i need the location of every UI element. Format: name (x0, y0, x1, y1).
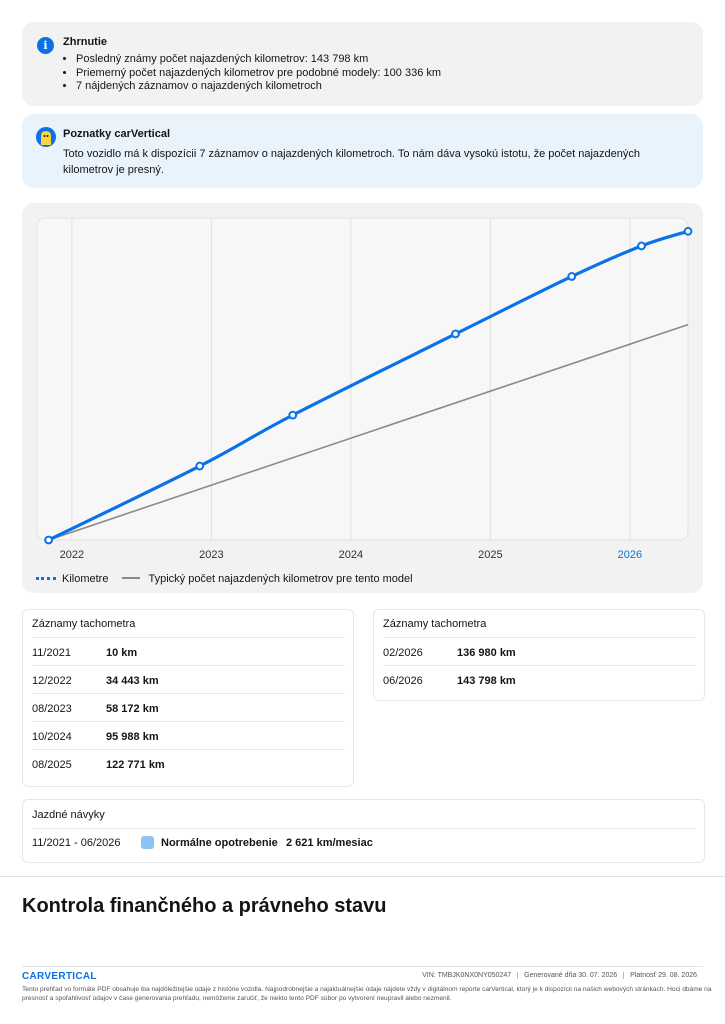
mileage-chart: 2022 2023 2024 2025 2026 (36, 217, 693, 561)
section-title: Kontrola finančného a právneho stavu (22, 895, 387, 917)
footer-valid: Platnosť 29. 08. 2026 (623, 972, 703, 979)
record-date: 12/2022 (32, 675, 72, 687)
summary-title: Zhrnutie (63, 36, 107, 48)
table-row: 06/2026 143 798 km (383, 665, 696, 694)
data-point (567, 272, 577, 281)
odometer-records-table: Záznamy tachometra 11/2021 10 km 12/2022… (22, 609, 354, 787)
mileage-chart-card: 2022 2023 2024 2025 2026 Kilometre Typický p… (22, 203, 703, 593)
info-icon: i (37, 37, 54, 54)
record-value: 10 km (106, 647, 138, 659)
table-row: 02/2026 136 980 km (383, 637, 696, 666)
footer-meta: VIN: TMBJK0NX0NY050247 Generované dňa 30… (416, 972, 703, 979)
record-date: 11/2021 (32, 647, 71, 659)
x-tick-label: 2026 (618, 549, 642, 561)
insight-text: Toto vozidlo má k dispozícii 7 záznamov … (63, 148, 640, 176)
summary-item: 7 nájdených záznamov o najazdených kilom… (76, 80, 441, 94)
record-date: 10/2024 (32, 731, 72, 743)
table-row: 08/2023 58 172 km (32, 693, 345, 722)
table-row: 11/2021 10 km (32, 637, 345, 666)
x-tick-label: 2022 (60, 549, 84, 561)
record-date: 08/2023 (32, 703, 72, 715)
summary-card: i Zhrnutie Posledný známy počet najazden… (22, 22, 703, 106)
legend-label-kilometre: Kilometre (62, 573, 109, 585)
data-point (44, 535, 54, 545)
record-value: 143 798 km (457, 675, 516, 687)
records-title: Záznamy tachometra (32, 618, 136, 630)
table-row: 10/2024 95 988 km (32, 721, 345, 750)
summary-item: Priemerný počet najazdených kilometrov p… (76, 67, 441, 81)
record-value: 95 988 km (106, 731, 159, 743)
x-tick-label: 2025 (478, 549, 502, 561)
legend-label-typical: Typický počet najazdených kilometrov pre… (148, 573, 413, 585)
robot-icon (36, 127, 56, 147)
divider (22, 966, 703, 967)
data-point (683, 226, 693, 236)
record-value: 58 172 km (106, 703, 159, 715)
odometer-records-table: Záznamy tachometra 02/2026 136 980 km 06… (373, 609, 705, 701)
carvertical-logo: CARVERTICAL (22, 971, 97, 982)
legend-swatch-kilometre (36, 576, 56, 580)
table-row: 12/2022 34 443 km (32, 665, 345, 694)
x-tick-label: 2023 (199, 549, 223, 561)
summary-item: Posledný známy počet najazdených kilomet… (76, 53, 441, 67)
data-point (195, 461, 205, 471)
kilometre-line (47, 229, 690, 542)
data-point (451, 329, 460, 339)
record-value: 122 771 km (106, 759, 165, 771)
summary-list: Posledný známy počet najazdených kilomet… (62, 53, 441, 94)
records-title: Záznamy tachometra (383, 618, 487, 630)
insight-title: Poznatky carVertical (63, 128, 171, 140)
insight-card: Poznatky carVertical Toto vozidlo má k d… (22, 114, 703, 188)
footer-disclaimer: Tento prehľad vo formáte PDF obsahuje ib… (22, 986, 712, 1002)
wear-level-swatch (141, 836, 154, 849)
driving-range: 11/2021 - 06/2026 (32, 837, 121, 849)
monthly-mileage: 2 621 km/mesiac (286, 837, 373, 849)
data-point (637, 241, 646, 251)
divider (32, 828, 695, 829)
data-point (288, 410, 298, 420)
footer-generated: Generované dňa 30. 07. 2026 (517, 972, 623, 979)
table-row: 08/2025 122 771 km (32, 749, 345, 778)
record-date: 08/2025 (32, 759, 72, 771)
wear-level-label: Normálne opotrebenie (161, 837, 278, 849)
driving-habits-title: Jazdné návyky (32, 809, 105, 821)
record-date: 06/2026 (383, 675, 423, 687)
typical-mileage-line (48, 323, 689, 541)
record-value: 136 980 km (457, 647, 516, 659)
footer-vin: VIN: TMBJK0NX0NY050247 (422, 972, 512, 979)
record-date: 02/2026 (383, 647, 423, 659)
driving-habits-card: Jazdné návyky 11/2021 - 06/2026 Normálne… (22, 799, 705, 863)
record-value: 34 443 km (106, 675, 159, 687)
legend-swatch-typical (122, 577, 141, 579)
x-tick-label: 2024 (339, 549, 363, 561)
divider (0, 876, 725, 877)
chart-legend: Kilometre Typický počet najazdených kilo… (36, 573, 413, 585)
